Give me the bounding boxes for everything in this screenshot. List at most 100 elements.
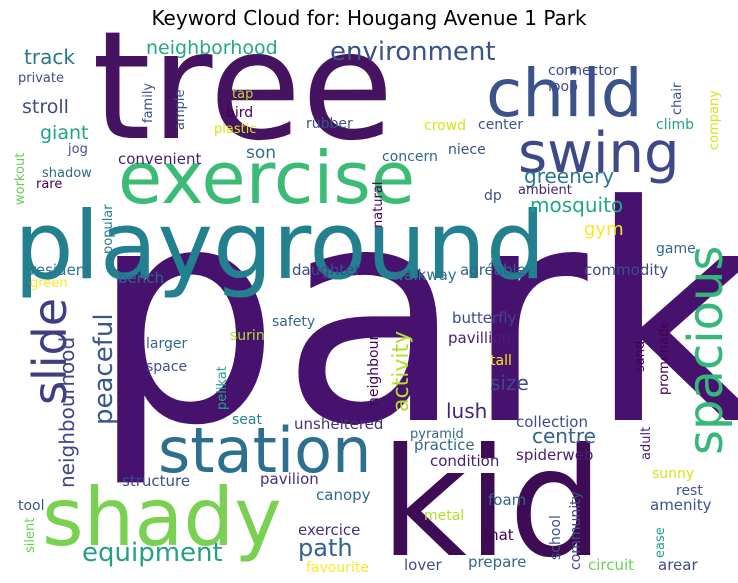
word-sand: sand — [633, 341, 648, 372]
word-sunny: sunny — [652, 466, 694, 482]
word-rubber: rubber — [306, 116, 353, 132]
word-mosquito: mosquito — [530, 193, 623, 217]
word-loop: loop — [548, 79, 578, 95]
word-kid: kid — [380, 417, 604, 583]
word-promenade: promenade — [657, 321, 672, 395]
word-swing: swing — [518, 121, 680, 186]
word-spiderweb: spiderweb — [516, 446, 593, 464]
word-equipment: equipment — [82, 538, 223, 568]
word-bird: bird — [226, 105, 253, 121]
word-popular: popular — [101, 204, 116, 254]
word-natural: natural — [371, 182, 386, 228]
word-foam: foam — [488, 491, 526, 509]
word-tool: tool — [18, 498, 45, 514]
word-resident: resident — [30, 261, 91, 279]
word-ample: ample — [173, 90, 188, 131]
word-company: company — [707, 90, 722, 150]
word-adult: adult — [639, 427, 654, 460]
word-community: community — [568, 491, 584, 570]
word-condition: condition — [430, 452, 499, 470]
word-center: center — [478, 117, 523, 133]
word-stroll: stroll — [22, 96, 69, 118]
word-greenery: greenery — [524, 164, 614, 188]
word-size: size — [490, 371, 529, 395]
word-practice: practice — [414, 436, 475, 454]
word-neighbour: neighbour — [366, 335, 382, 406]
word-rare: rare — [36, 177, 62, 192]
word-station: station — [158, 414, 371, 487]
word-ambient: ambient — [518, 183, 572, 198]
word-path: path — [298, 534, 353, 562]
word-bench: bench — [118, 269, 164, 287]
word-playground: playground — [14, 192, 546, 301]
word-son: son — [246, 143, 276, 163]
word-dp: dp — [484, 188, 502, 204]
word-lover: lover — [404, 556, 442, 574]
word-peaceful: peaceful — [89, 313, 119, 425]
word-climb: climb — [656, 117, 694, 133]
word-agréable: agréable — [460, 261, 526, 279]
word-pyramid: pyramid — [410, 427, 464, 442]
word-pavillion: pavillion — [448, 329, 511, 347]
word-green: green — [30, 276, 68, 291]
word-canopy: canopy — [316, 486, 371, 504]
word-larger: larger — [146, 336, 187, 352]
word-unsheltered: unsheltered — [294, 415, 383, 433]
word-butterfly: butterfly — [452, 309, 517, 327]
word-neighbourhood: neighbourhood — [55, 337, 79, 488]
word-space: space — [146, 359, 187, 375]
word-private: private — [18, 71, 64, 86]
word-school: school — [548, 515, 564, 560]
word-rest: rest — [676, 483, 703, 499]
chart-title: Keyword Cloud for: Hougang Avenue 1 Park — [151, 6, 587, 30]
word-silent: silent — [23, 518, 38, 553]
word-plastic: plastic — [214, 122, 256, 137]
word-concern: concern — [382, 149, 438, 165]
word-safety: safety — [272, 314, 315, 330]
word-giant: giant — [40, 122, 88, 144]
word-collection: collection — [516, 413, 588, 431]
word-lush: lush — [446, 399, 487, 423]
word-surin: surin — [230, 328, 265, 344]
word-pelikat: pelikat — [215, 366, 230, 410]
word-workout: workout — [13, 153, 28, 205]
word-tall: tall — [490, 353, 512, 369]
word-environment: environment — [330, 37, 496, 67]
word-commodity: commodity — [584, 261, 668, 279]
word-chair: chair — [670, 82, 685, 115]
word-pavilion: pavilion — [260, 470, 319, 488]
word-favourite: favourite — [306, 560, 369, 576]
word-shadow: shadow — [42, 166, 92, 181]
word-shady: shady — [42, 471, 282, 564]
word-gym: gym — [584, 219, 624, 240]
word-spacious: spacious — [678, 246, 734, 455]
word-ease: ease — [653, 527, 668, 558]
word-slide: slide — [23, 298, 77, 405]
word-track: track — [24, 45, 75, 69]
word-exercice: exercice — [298, 521, 360, 539]
word-crowd: crowd — [424, 118, 466, 134]
word-daughter: daughter — [292, 261, 361, 279]
word-neighborhood: neighborhood — [146, 37, 278, 59]
word-convenient: convenient — [118, 150, 201, 168]
word-tree: tree — [92, 0, 394, 174]
word-amenity: amenity — [650, 496, 712, 514]
word-mat: mat — [484, 526, 514, 544]
word-arear: arear — [658, 556, 698, 574]
word-connector: connector — [548, 63, 618, 79]
word-prepare: prepare — [468, 553, 526, 571]
word-structure: structure — [122, 472, 190, 490]
word-exercise: exercise — [118, 136, 415, 220]
word-metal: metal — [424, 508, 464, 524]
word-tap: tap — [232, 87, 253, 102]
word-circuit: circuit — [588, 556, 634, 574]
word-activity: activity — [389, 331, 414, 412]
word-park: park — [90, 142, 738, 491]
word-game: game — [656, 241, 696, 257]
word-niece: niece — [448, 142, 486, 158]
word-seat: seat — [232, 412, 262, 428]
word-jog: jog — [67, 142, 88, 157]
word-child: child — [486, 55, 643, 132]
word-centre: centre — [532, 424, 596, 448]
